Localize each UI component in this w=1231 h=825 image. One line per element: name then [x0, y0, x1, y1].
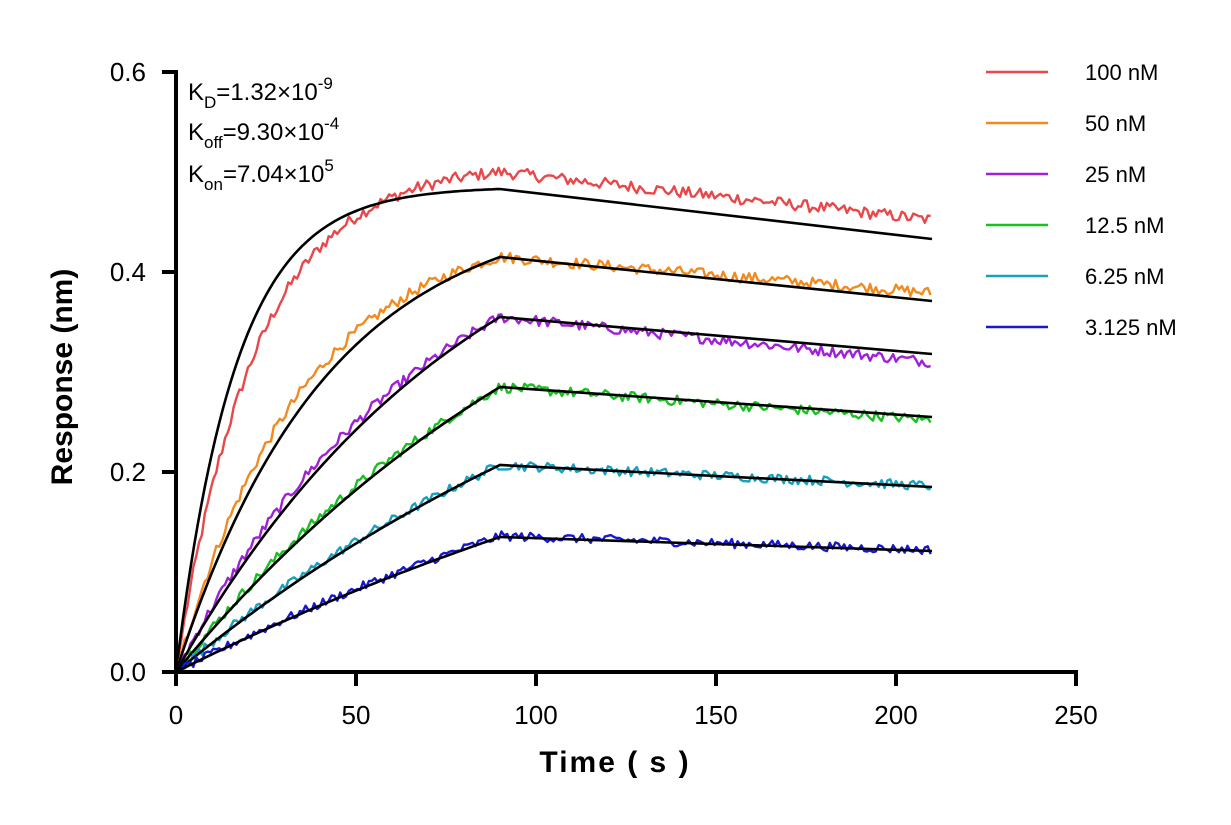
fit-curve-12-5nM: [174, 385, 933, 673]
legend-label: 3.125 nM: [1085, 315, 1177, 340]
x-tick-label: 100: [514, 700, 557, 730]
y-tick-label: 0.2: [110, 457, 146, 487]
x-tick-label: 50: [342, 700, 371, 730]
x-tick-label: 0: [169, 700, 183, 730]
annotation-kd: KD=1.32×10-9: [188, 74, 333, 112]
series-line-50nM: [174, 251, 932, 673]
x-axis-title: Time ( s ): [539, 746, 690, 779]
axes: 0 50 100 150 200 250 0.0 0.2 0.4 0.6: [110, 57, 1098, 730]
y-tick-label: 0.0: [110, 657, 146, 687]
legend-label: 6.25 nM: [1085, 264, 1165, 289]
x-tick-label: 250: [1054, 700, 1097, 730]
series-line-12-5nM: [175, 382, 932, 673]
plot-area: [174, 166, 933, 674]
legend-label: 50 nM: [1085, 111, 1146, 136]
fit-curve-100nM: [174, 187, 933, 673]
fit-curve-50nM: [174, 255, 933, 673]
y-tick-label: 0.6: [110, 57, 146, 87]
series-line-6-25nM: [175, 461, 931, 673]
fit-curve-3-125nM: [175, 535, 933, 674]
series-line-25nM: [174, 313, 931, 673]
legend-label: 25 nM: [1085, 162, 1146, 187]
series-line-3-125nM: [175, 530, 932, 674]
x-tick-label: 150: [694, 700, 737, 730]
kinetics-annotation: KD=1.32×10-9 Koff=9.30×10-4 Kon=7.04×105: [188, 74, 339, 194]
annotation-koff: Koff=9.30×10-4: [188, 114, 339, 152]
y-tick-label: 0.4: [110, 257, 146, 287]
legend-label: 12.5 nM: [1085, 213, 1165, 238]
fit-curve-25nM: [174, 315, 933, 673]
annotation-kon: Kon=7.04×105: [188, 156, 334, 194]
y-axis-title: Response (nm): [46, 269, 79, 486]
legend-label: 100 nM: [1085, 60, 1158, 85]
legend: 100 nM 50 nM 25 nM 12.5 nM 6.25 nM 3.125 nM: [986, 60, 1177, 340]
series-line-100nM: [174, 166, 931, 673]
fit-curve-6-25nM: [175, 463, 933, 673]
x-tick-label: 200: [874, 700, 917, 730]
